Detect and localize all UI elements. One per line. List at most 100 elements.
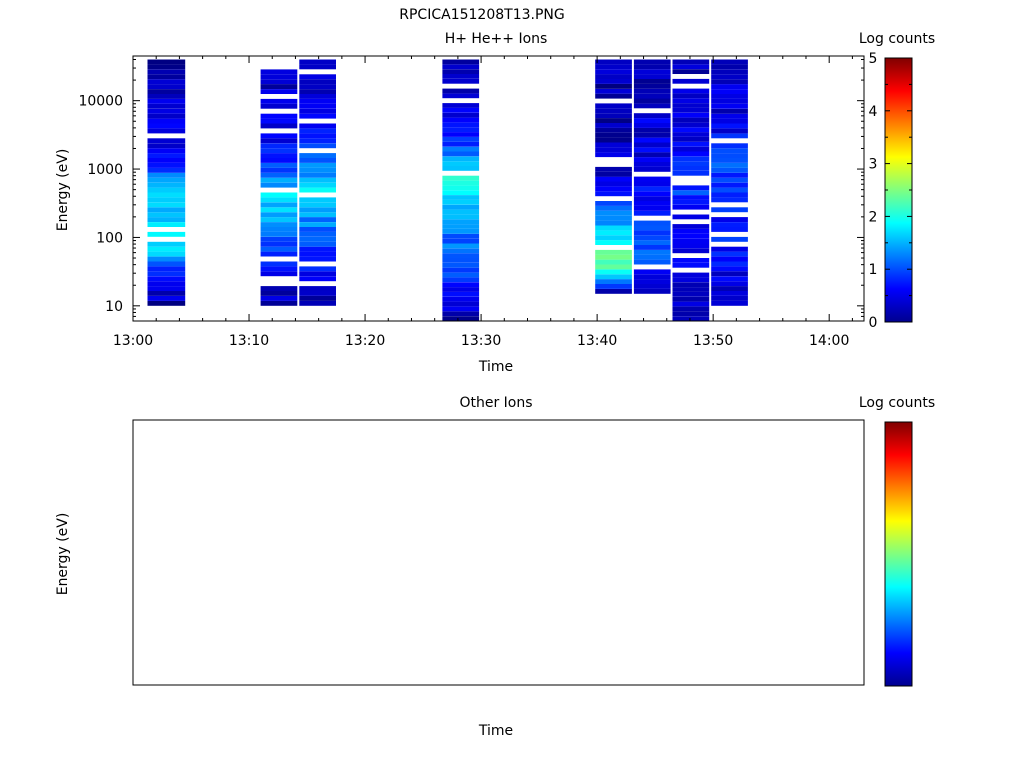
- spectrogram-cell: [442, 287, 480, 292]
- spectrogram-cell: [633, 210, 671, 216]
- x-tick-label: 14:00: [809, 333, 849, 349]
- spectrogram-cell: [595, 230, 632, 236]
- spectrogram-cell: [595, 201, 632, 206]
- spectrogram-cell: [633, 132, 671, 138]
- spectrogram-cell: [260, 291, 298, 296]
- spectrogram-cell: [147, 153, 186, 158]
- spectrogram-cell: [595, 225, 632, 231]
- spectrogram-cell: [633, 288, 671, 294]
- spectrogram-cell: [595, 147, 632, 153]
- spectrogram-cell: [672, 296, 710, 302]
- spectrogram-cell: [260, 227, 298, 232]
- spectrogram-cell: [711, 192, 748, 198]
- spectrogram-column: [672, 59, 710, 321]
- spectrogram-cell: [260, 222, 298, 227]
- spectrogram-cell: [147, 94, 186, 99]
- figure-title: RPCICA151208T13.PNG: [399, 7, 564, 23]
- spectrogram-column: [299, 59, 336, 306]
- spectrogram-cell: [147, 103, 186, 109]
- spectrogram-cell: [147, 192, 186, 198]
- spectrogram-cell: [299, 94, 336, 99]
- spectrogram-cell: [442, 262, 480, 268]
- spectrogram-cell: [711, 148, 748, 154]
- spectrogram-cell: [442, 88, 480, 94]
- spectrogram-cell: [595, 137, 632, 143]
- spectrogram-cell: [672, 137, 710, 142]
- spectrogram-cell: [672, 316, 710, 321]
- spectrogram-cell: [260, 197, 298, 203]
- spectrogram-cell: [595, 152, 632, 158]
- spectrogram-cell: [633, 152, 671, 158]
- spectrogram-column: [711, 59, 748, 306]
- spectrogram-cell: [147, 286, 186, 291]
- spectrogram-cell: [711, 266, 748, 272]
- spectrogram-cell: [711, 143, 748, 149]
- spectrogram-cell: [711, 281, 748, 287]
- spectrogram-cell: [711, 222, 748, 227]
- spectrogram-cell: [442, 69, 480, 74]
- spectrogram-cell: [147, 241, 186, 247]
- spectrogram-cell: [442, 74, 480, 79]
- spectrogram-cell: [595, 108, 632, 114]
- spectrogram-cell: [260, 69, 298, 75]
- spectrogram-cell: [711, 207, 748, 213]
- spectrogram-cell: [711, 128, 748, 134]
- spectrogram-cell: [672, 112, 710, 118]
- spectrogram-cell: [260, 148, 298, 154]
- spectrogram-cell: [299, 246, 336, 252]
- spectrogram-cell: [147, 231, 186, 237]
- spectrogram-cell: [595, 259, 632, 265]
- spectrogram-cell: [711, 217, 748, 222]
- spectrogram-cell: [633, 79, 671, 84]
- spectrogram-cell: [711, 103, 748, 109]
- spectrogram-cell: [147, 172, 186, 178]
- y-tick-label: 10000: [78, 94, 123, 110]
- spectrogram-cell: [299, 103, 336, 109]
- spectrogram-cell: [672, 291, 710, 297]
- spectrogram-cell: [299, 79, 336, 85]
- spectrogram-column: [633, 59, 671, 294]
- spectrogram-cell: [147, 128, 186, 134]
- spectrogram-cell: [595, 79, 632, 84]
- spectrogram-cell: [633, 245, 671, 250]
- spectrogram-cell: [633, 279, 671, 284]
- spectrogram-cell: [147, 177, 186, 183]
- spectrogram-cell: [672, 311, 710, 317]
- plot-frame: [132, 55, 865, 322]
- spectrogram-cell: [442, 107, 480, 113]
- x-axis-label: Time: [478, 723, 513, 739]
- spectrogram-cell: [672, 238, 710, 244]
- spectrogram-cell: [260, 143, 298, 149]
- spectrogram-cell: [299, 286, 336, 291]
- spectrogram-cell: [672, 161, 710, 166]
- spectrogram-cell: [147, 143, 186, 149]
- spectrogram-cell: [260, 167, 298, 173]
- spectrogram-cell: [260, 74, 298, 80]
- spectrogram-cell: [260, 202, 298, 208]
- x-tick-label: 13:40: [577, 333, 617, 349]
- spectrogram-cell: [260, 217, 298, 222]
- spectrogram-cell: [260, 207, 298, 213]
- spectrogram-cell: [711, 98, 748, 104]
- spectrogram-cell: [633, 176, 671, 182]
- spectrogram-cell: [299, 271, 336, 277]
- spectrogram-cell: [299, 143, 336, 149]
- spectrogram-cell: [672, 59, 710, 65]
- spectrogram-cell: [711, 167, 748, 173]
- spectrogram-cell: [260, 266, 298, 272]
- spectrogram-cell: [442, 282, 480, 288]
- spectrogram-column: [147, 59, 186, 306]
- spectrogram-cell: [147, 187, 186, 193]
- spectrogram-cell: [672, 166, 710, 171]
- spectrogram-cell: [442, 137, 480, 142]
- spectrogram-cell: [442, 146, 480, 152]
- spectrogram-cell: [147, 261, 186, 267]
- spectrogram-cell: [442, 301, 480, 307]
- spectrogram-cell: [711, 256, 748, 262]
- spectrogram-cell: [442, 199, 480, 205]
- spectrogram-cell: [147, 167, 186, 173]
- spectrogram-cell: [595, 127, 632, 133]
- panel-title: Other Ions: [459, 395, 532, 411]
- spectrogram-cell: [633, 74, 671, 79]
- spectrogram-cell: [633, 113, 671, 119]
